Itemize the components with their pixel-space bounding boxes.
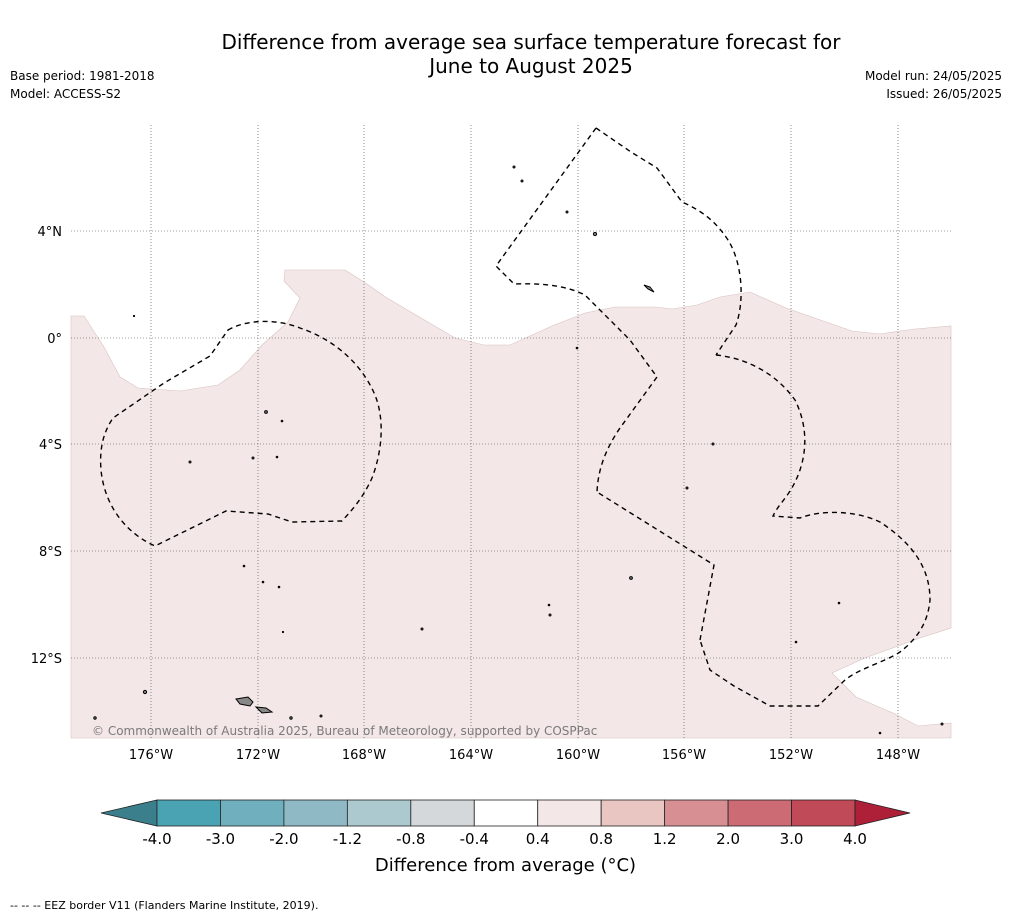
eez-borders [99, 127, 931, 707]
issued-date: Issued: 26/05/2025 [886, 87, 1002, 101]
island-6 [280, 419, 284, 423]
island-jarvis [592, 231, 598, 237]
model-run: Model run: 24/05/2025 [864, 69, 1002, 83]
island-4 [575, 346, 579, 350]
colorbar-tick-label: -0.4 [460, 830, 489, 848]
title-line-2: June to August 2025 [429, 54, 633, 78]
island-18 [837, 601, 841, 605]
lat-label: 4°S [39, 438, 62, 453]
colorbar-bin [791, 799, 856, 827]
island-9 [275, 455, 279, 459]
lon-label: 160°W [556, 748, 600, 763]
colorbar-title: Difference from average (°C) [374, 855, 637, 876]
island-23 [93, 716, 97, 720]
colorbar-tick-label: -4.0 [142, 830, 171, 848]
colorbar-bin [283, 799, 348, 827]
colorbar-bin [346, 799, 412, 827]
model-name: Model: ACCESS-S2 [10, 87, 122, 101]
colorbar-bin [410, 799, 475, 827]
island-15 [629, 576, 633, 580]
lon-label: 148°W [876, 748, 920, 763]
island-kiritimati [643, 284, 655, 293]
island-28 [132, 314, 136, 318]
colorbar-tick-label: -2.0 [269, 830, 298, 848]
chart-title: Difference from average sea surface temp… [0, 30, 1011, 78]
copyright-notice: © Commonwealth of Australia 2025, Bureau… [92, 724, 598, 738]
colorbar-tick-label: 1.2 [653, 830, 677, 848]
island-26 [878, 731, 882, 735]
colorbar-tick-label: 4.0 [843, 830, 867, 848]
island-10 [711, 442, 715, 446]
island-14 [277, 585, 281, 589]
island-17 [548, 613, 552, 617]
lat-label: 12°S [31, 652, 62, 667]
island-5 [264, 410, 268, 414]
lon-labels: 176°W 172°W 168°W 164°W 160°W 156°W 152°… [129, 748, 920, 763]
eez-kiribati-central [495, 127, 658, 493]
colorbar-bin [473, 799, 539, 827]
colorbar-tick-label: -1.2 [333, 830, 362, 848]
island-12 [242, 564, 246, 568]
island-8 [251, 456, 255, 460]
islands [93, 165, 944, 735]
meta-left: Base period: 1981-2018 Model: ACCESS-S2 [10, 67, 155, 103]
island-upolu [254, 706, 274, 714]
lon-label: 168°W [342, 748, 386, 763]
title-line-1: Difference from average sea surface temp… [221, 30, 841, 54]
eez-kiribati-west [99, 320, 382, 547]
base-period: Base period: 1981-2018 [10, 69, 155, 83]
colorbar-ticks: -4.0 -3.0 -2.0 -1.2 -0.8 -0.4 0.4 0.8 1.2 2.0 3.0 4… [142, 830, 867, 848]
lon-label: 172°W [236, 748, 280, 763]
lat-labels: 4°N 0° 4°S 8°S 12°S [31, 225, 62, 667]
lat-label: 8°S [39, 545, 62, 560]
lon-label: 152°W [769, 748, 813, 763]
anomaly-field [70, 269, 952, 739]
lon-label: 176°W [129, 748, 173, 763]
colorbar-tick-label: 2.0 [716, 830, 740, 848]
lat-label: 4°N [38, 225, 63, 240]
island-20 [281, 630, 285, 634]
island-2 [520, 179, 524, 183]
island-27 [940, 722, 944, 726]
island-25 [319, 714, 323, 718]
colorbar-tick-label: 0.4 [526, 830, 550, 848]
island-13 [261, 580, 265, 584]
colorbar-bin [220, 799, 285, 827]
colorbar-extend-low [100, 799, 158, 827]
eez-line-islands [595, 127, 742, 356]
colorbar-bin [600, 799, 666, 827]
island-11 [685, 486, 689, 490]
colorbar-extend-high [854, 799, 911, 827]
island-21 [794, 640, 798, 644]
lon-label: 164°W [449, 748, 493, 763]
colorbar-bin [664, 799, 729, 827]
island-savaii [235, 696, 254, 707]
eez-french-polynesia [699, 354, 931, 707]
colorbar-tick-label: -0.8 [396, 830, 425, 848]
lon-label: 156°W [662, 748, 706, 763]
island-22 [142, 689, 148, 695]
colorbar [100, 799, 911, 827]
colorbar-tick-label: -3.0 [206, 830, 235, 848]
eez-footnote: -- -- -- EEZ border V11 (Flanders Marine… [10, 899, 319, 912]
island-1 [512, 165, 516, 169]
lat-label: 0° [47, 332, 62, 347]
island-16 [547, 603, 551, 607]
eez-cook-islands-north [596, 491, 715, 641]
colorbar-tick-label: 0.8 [589, 830, 613, 848]
island-3 [565, 210, 569, 214]
colorbar-bin [156, 799, 221, 827]
meta-right: Model run: 24/05/2025 Issued: 26/05/2025 [865, 67, 1002, 103]
island-19 [420, 627, 424, 631]
gridlines [71, 125, 951, 738]
colorbar-tick-label: 3.0 [780, 830, 804, 848]
colorbar-bin [537, 799, 602, 827]
island-7 [188, 460, 192, 464]
island-24 [289, 716, 293, 720]
colorbar-bin [727, 799, 792, 827]
